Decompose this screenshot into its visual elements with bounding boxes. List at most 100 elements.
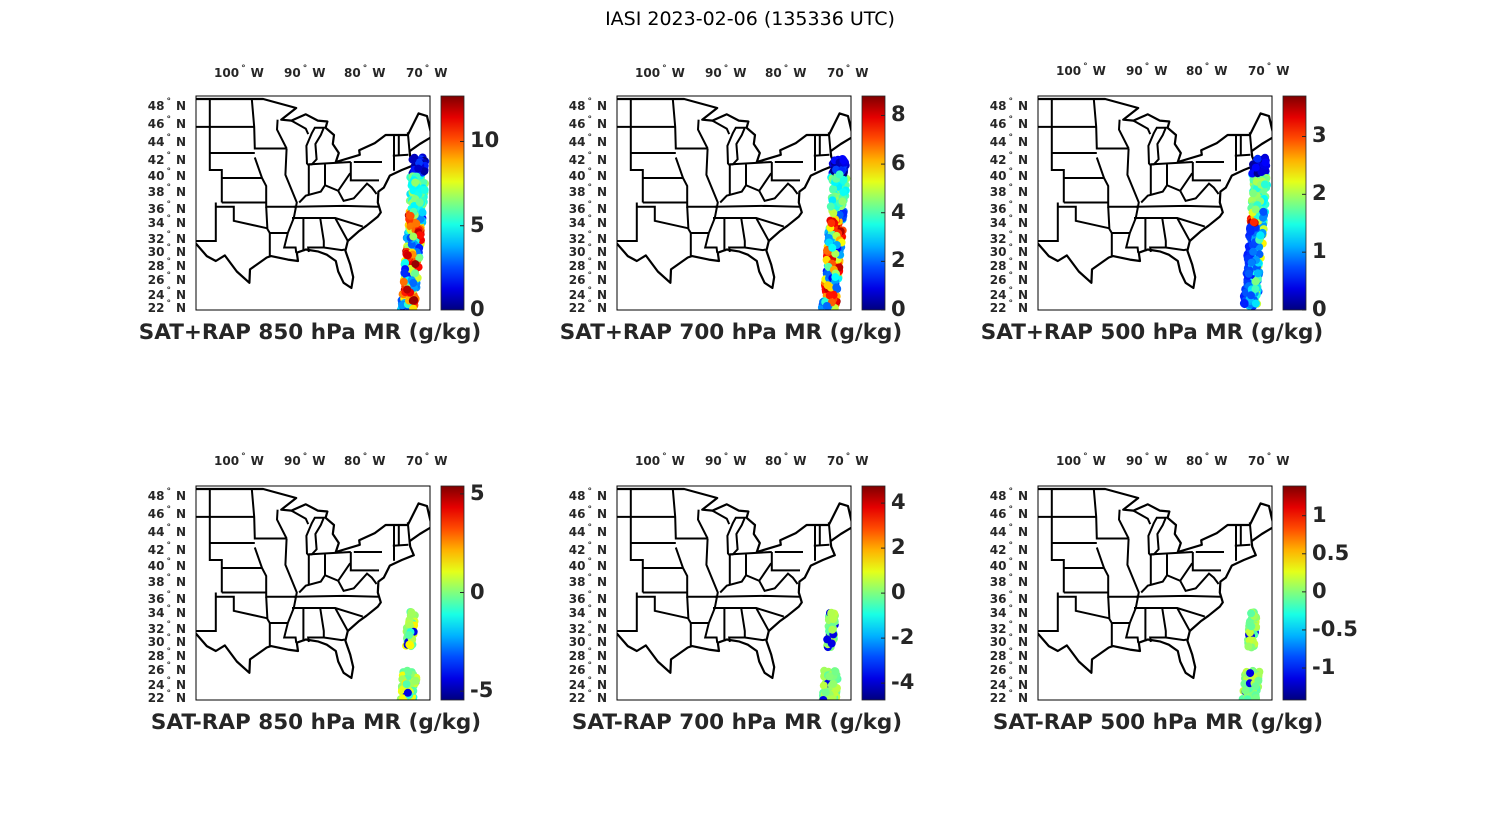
lat-value: 28 (568, 259, 586, 273)
latitude-tick-label: 36 ° N (990, 590, 1028, 606)
longitude-tick-label: 70 ° W (827, 452, 869, 468)
colorbar-tick-label: 2 (1312, 181, 1327, 206)
lat-hemisphere: N (175, 216, 186, 230)
lat-value: 40 (989, 169, 1007, 183)
longitude-tick-label: 70 ° W (827, 64, 868, 80)
degree-symbol: ° (845, 64, 851, 74)
observation-point (1251, 163, 1260, 172)
state-border (1050, 99, 1065, 203)
longitude-tick-label: 80 ° W (344, 452, 385, 468)
observation-point (829, 184, 838, 193)
state-border (714, 594, 800, 598)
lat-value: 34 (989, 606, 1007, 620)
degree-symbol: ° (166, 573, 171, 583)
colorbar (440, 95, 465, 311)
lat-hemisphere: N (1017, 301, 1028, 315)
lon-hemisphere: W (434, 66, 448, 80)
lat-value: 22 (989, 691, 1007, 705)
degree-symbol: ° (166, 271, 171, 281)
lat-value: 48 (568, 489, 586, 503)
degree-symbol: ° (166, 286, 171, 296)
state-border (1117, 509, 1130, 539)
lat-value: 26 (568, 663, 586, 677)
degree-symbol: ° (166, 523, 171, 533)
lat-hemisphere: N (175, 301, 186, 315)
degree-symbol: ° (424, 452, 430, 462)
state-border (696, 119, 709, 149)
latitude-tick-label: 48 ° N (990, 97, 1028, 113)
observation-point (1251, 277, 1260, 286)
observation-point (821, 688, 830, 697)
degree-symbol: ° (1144, 62, 1150, 72)
degree-symbol: ° (166, 151, 171, 161)
lat-value: 44 (568, 525, 586, 539)
degree-symbol: ° (587, 299, 592, 309)
observation-point (415, 253, 424, 262)
degree-symbol: ° (166, 115, 171, 125)
state-border (1135, 204, 1221, 208)
latitude-tick-label: 46 ° N (148, 505, 186, 521)
lon-hemisphere: W (855, 454, 869, 468)
map-content (617, 487, 851, 700)
degree-symbol: ° (1008, 115, 1013, 125)
lat-hemisphere: N (175, 507, 186, 521)
state-border (1135, 594, 1221, 598)
lat-value: 32 (989, 622, 1007, 636)
lat-hemisphere: N (1017, 135, 1028, 149)
latitude-tick-label: 42 ° N (148, 151, 186, 167)
observation-point (831, 249, 840, 258)
state-border (275, 119, 288, 149)
lat-value: 24 (989, 288, 1007, 302)
axes-box (616, 95, 852, 311)
lat-value: 40 (147, 559, 165, 573)
lon-hemisphere: W (1214, 64, 1228, 78)
latitude-tick-label: 48 ° N (148, 97, 186, 113)
longitude-tick-label: 90 ° W (284, 64, 325, 80)
degree-symbol: ° (362, 452, 368, 462)
observation-point (827, 608, 836, 617)
degree-symbol: ° (587, 661, 592, 671)
latitude-tick-label: 26 ° N (568, 661, 607, 677)
observation-point (411, 178, 420, 187)
observation-point (829, 679, 838, 688)
lat-hemisphere: N (596, 245, 607, 259)
lat-value: 38 (568, 575, 586, 589)
state-border (1095, 157, 1138, 208)
degree-symbol: ° (1008, 590, 1013, 600)
state-border (1149, 217, 1167, 253)
degree-symbol: ° (362, 64, 368, 74)
figure-title: IASI 2023-02-06 (135336 UTC) (605, 8, 895, 30)
lat-value: 40 (568, 169, 586, 183)
degree-symbol: ° (241, 64, 246, 74)
lon-value: 70 (406, 66, 423, 80)
latitude-tick-label: 26 ° N (148, 271, 186, 287)
latitude-tick-label: 38 ° N (990, 573, 1028, 589)
lat-hemisphere: N (1017, 273, 1028, 287)
degree-symbol: ° (587, 604, 592, 614)
degree-symbol: ° (662, 64, 667, 74)
state-border (758, 572, 799, 592)
degree-symbol: ° (1204, 452, 1210, 462)
lon-value: 90 (705, 66, 722, 80)
lat-value: 36 (147, 202, 165, 216)
degree-symbol: ° (1008, 689, 1013, 699)
degree-symbol: ° (587, 541, 592, 551)
degree-symbol: ° (1008, 557, 1013, 567)
lat-value: 36 (568, 202, 586, 216)
latitude-tick-label: 42 ° N (569, 151, 607, 167)
state-border (1165, 246, 1187, 252)
state-border (726, 516, 747, 556)
state-border (1124, 148, 1140, 253)
degree-symbol: ° (166, 647, 171, 657)
degree-symbol: ° (587, 286, 592, 296)
lat-hemisphere: N (1017, 245, 1028, 259)
lat-hemisphere: N (1017, 543, 1028, 557)
observation-point (1253, 154, 1262, 163)
colorbar-tick-label: 4 (891, 490, 906, 515)
colorbar-tick-label: 10 (470, 128, 500, 153)
degree-symbol: ° (166, 133, 171, 143)
degree-symbol: ° (1008, 133, 1013, 143)
state-border (1179, 182, 1220, 202)
lat-hemisphere: N (175, 99, 186, 113)
colorbar-tick-label: 1 (1312, 502, 1327, 527)
